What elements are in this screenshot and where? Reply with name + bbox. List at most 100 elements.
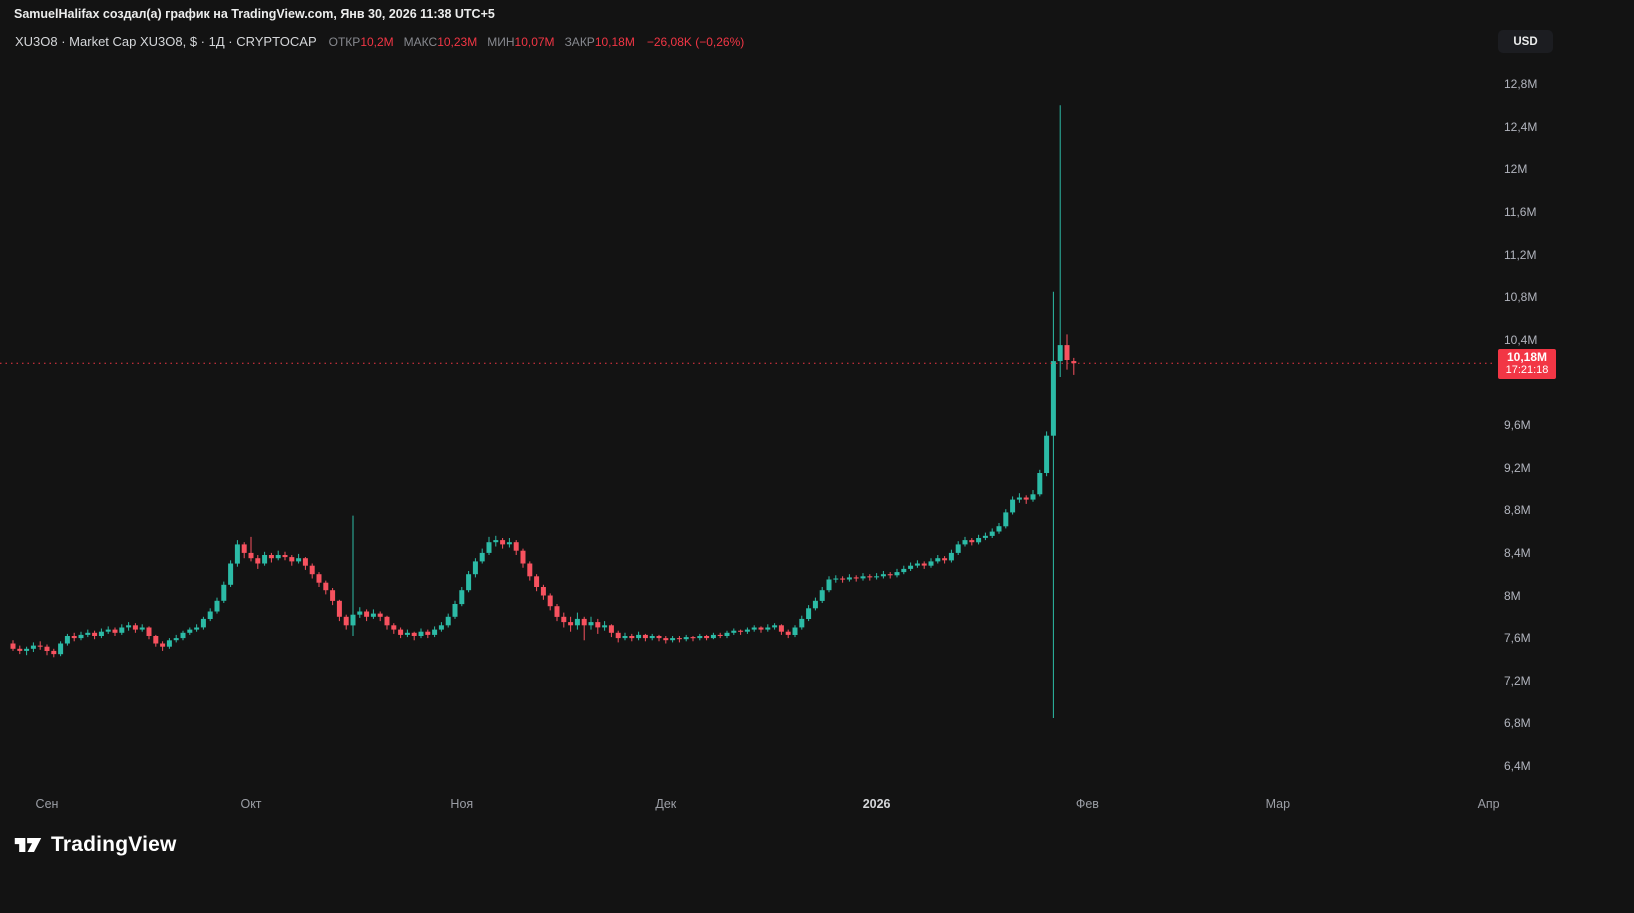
candle: [336, 599, 342, 622]
candle: [928, 558, 934, 568]
candle: [642, 633, 648, 642]
price-axis-label: 8,4M: [1504, 545, 1531, 560]
candle: [520, 548, 526, 568]
candle: [649, 633, 655, 641]
candle: [595, 618, 601, 634]
chart-legend: XU3O8 · Market Cap XU3O8, $ · 1Д · CRYPT…: [15, 34, 744, 49]
bar-countdown: 17:21:18: [1505, 364, 1549, 377]
candle: [710, 632, 716, 640]
price-axis-label: 6,4M: [1504, 759, 1531, 773]
candle: [540, 584, 546, 600]
candle: [302, 557, 308, 570]
price-axis-label: 11,2M: [1504, 247, 1537, 262]
candle: [241, 542, 247, 559]
candle: [180, 630, 186, 641]
candle: [894, 568, 900, 578]
candle: [268, 552, 274, 563]
time-axis-label: Ноя: [450, 797, 474, 811]
candle: [948, 549, 954, 563]
candle: [500, 538, 506, 549]
candle: [146, 626, 152, 640]
candle: [622, 632, 628, 641]
candle: [833, 575, 839, 583]
currency-button[interactable]: USD: [1498, 30, 1553, 53]
candle: [792, 625, 798, 638]
price-axis-label: 12,8M: [1504, 77, 1538, 91]
candle: [37, 641, 43, 650]
time-axis-label: 2026: [862, 797, 891, 811]
price-axis[interactable]: 12,8M 12,4M 12M 11,6M 11,2M 10,8M 10,4M 9,6M 9,2…: [1498, 0, 1634, 790]
candle: [24, 646, 30, 656]
candle: [1057, 105, 1063, 377]
candle: [1016, 493, 1022, 503]
candle: [908, 562, 914, 571]
candle: [10, 640, 16, 651]
candle: [527, 561, 533, 581]
candle: [126, 622, 132, 631]
candle: [1023, 495, 1029, 504]
candle: [64, 633, 70, 646]
candle: [200, 616, 206, 630]
candle: [296, 553, 302, 564]
candle: [92, 630, 98, 640]
candle: [806, 605, 812, 622]
candle: [513, 540, 519, 555]
candle: [132, 623, 138, 633]
candle: [316, 572, 322, 587]
candle: [846, 574, 852, 582]
candle: [119, 624, 125, 635]
candle: [289, 555, 295, 566]
candle: [255, 555, 261, 569]
candle: [731, 628, 737, 635]
attribution-text: SamuelHalifax создал(а) график на Tradin…: [14, 7, 495, 21]
candle: [112, 627, 118, 636]
candle: [574, 612, 580, 630]
candle: [554, 604, 560, 622]
time-axis-label: Апр: [1477, 797, 1500, 811]
high-value: МАКС10,23M: [403, 34, 478, 49]
candle: [887, 572, 893, 579]
time-axis-label: Мар: [1265, 797, 1291, 811]
candle: [398, 627, 404, 639]
candle: [493, 535, 499, 547]
candle: [1003, 509, 1009, 529]
low-value: МИН10,07M: [487, 34, 555, 49]
candle: [377, 611, 383, 622]
candle: [867, 574, 873, 581]
candle: [547, 593, 553, 611]
candle: [826, 576, 832, 593]
price-axis-label: 10,8M: [1504, 290, 1538, 305]
candle: [51, 648, 57, 658]
candle: [989, 528, 995, 538]
candle: [724, 630, 730, 639]
time-axis-label: Фев: [1075, 797, 1099, 811]
candle: [1010, 496, 1016, 515]
candle: [275, 550, 281, 561]
candle: [982, 532, 988, 541]
candle: [309, 563, 315, 579]
candle: [330, 588, 336, 606]
time-axis-label: Сен: [35, 797, 59, 811]
candle: [663, 636, 669, 644]
candle: [656, 634, 662, 642]
price-axis-label: 7,2M: [1504, 673, 1531, 688]
candle: [98, 628, 104, 639]
change-value: −26,08K (−0,26%): [646, 34, 745, 49]
time-axis-label: Окт: [240, 797, 262, 811]
time-axis[interactable]: Сен Окт Ноя Дек 2026 Фев Мар Апр: [0, 790, 1500, 818]
candle: [248, 536, 254, 562]
candle: [160, 641, 166, 651]
candle: [758, 626, 764, 633]
current-price-value: 10,18M: [1506, 350, 1548, 365]
candle: [962, 536, 968, 547]
candle: [153, 634, 159, 647]
candle: [350, 515, 356, 636]
candle: [187, 627, 193, 635]
symbol-title[interactable]: XU3O8 · Market Cap XU3O8, $ · 1Д · CRYPT…: [15, 34, 317, 49]
price-axis-label: 10,4M: [1504, 332, 1538, 347]
candle: [343, 614, 349, 630]
candle: [860, 573, 866, 581]
tradingview-logo[interactable]: TradingView: [13, 831, 177, 859]
